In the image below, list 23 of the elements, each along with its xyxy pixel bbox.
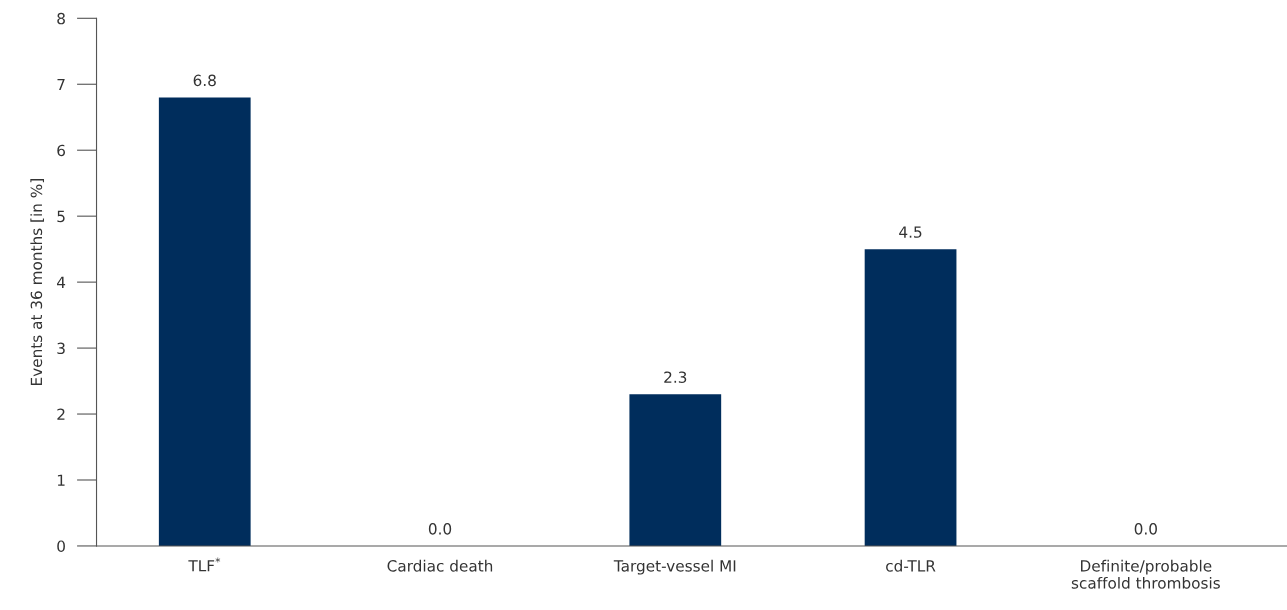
x-tick-label: cd-TLR bbox=[886, 559, 936, 572]
y-tick-label: 7 bbox=[57, 78, 65, 91]
y-tick-label: 2 bbox=[57, 408, 65, 420]
x-tick-label: Definite/probable scaffold thrombosis bbox=[1071, 559, 1220, 589]
x-tick-label: TLF$^{*}$ bbox=[188, 557, 221, 572]
y-tick-label: 4 bbox=[57, 276, 66, 288]
data-label: 4.5 bbox=[899, 226, 922, 238]
y-tick-label: 3 bbox=[57, 342, 65, 355]
bar bbox=[629, 394, 722, 546]
bar bbox=[158, 97, 251, 546]
bar bbox=[864, 249, 957, 546]
y-axis-title: Events at 36 months [in %] bbox=[30, 179, 44, 385]
data-label: 6.8 bbox=[193, 74, 216, 87]
data-label: 0.0 bbox=[1134, 523, 1157, 535]
x-tick-label: Target-vessel MI bbox=[613, 559, 736, 575]
y-tick-label: 6 bbox=[57, 144, 66, 157]
y-tick-label: 8 bbox=[57, 12, 65, 25]
y-tick-label: 5 bbox=[57, 210, 65, 223]
data-label: 2.3 bbox=[664, 371, 687, 383]
y-tick-label: 0 bbox=[57, 540, 65, 552]
data-label: 0.0 bbox=[428, 523, 452, 535]
x-tick-label: Cardiac death bbox=[387, 559, 493, 572]
y-tick-label: 1 bbox=[57, 474, 65, 486]
